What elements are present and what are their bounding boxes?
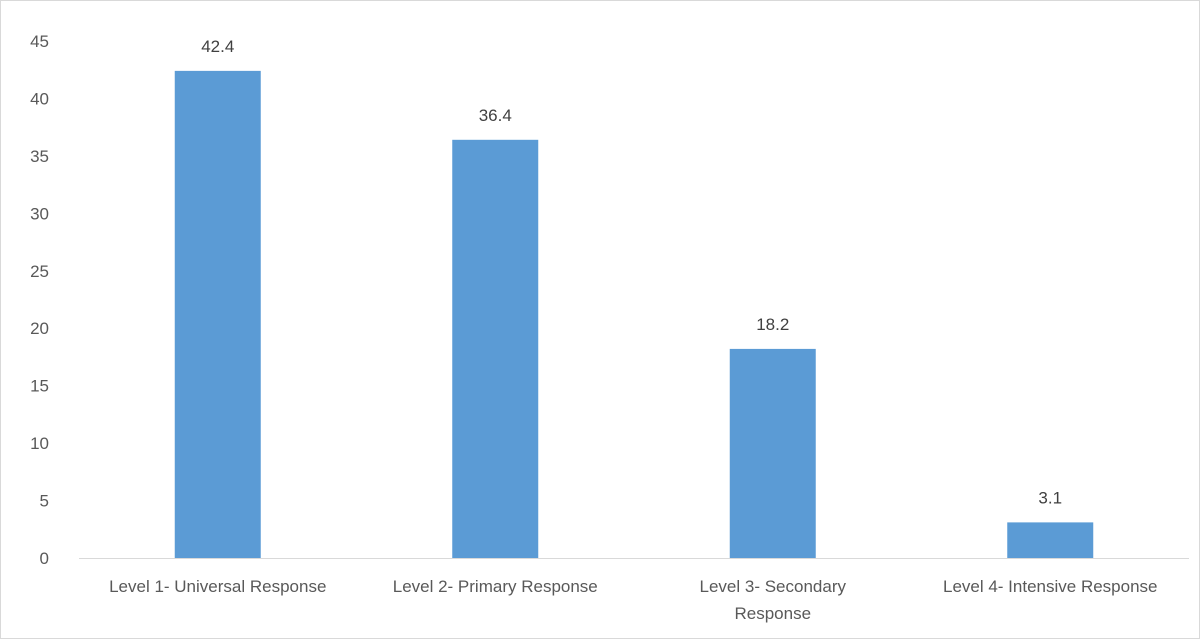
bars [174, 70, 1094, 559]
y-tick-label: 35 [30, 147, 49, 166]
data-label: 18.2 [756, 315, 789, 334]
bar [1007, 522, 1094, 558]
y-axis-ticks: 0 5 10 15 20 25 30 35 40 45 [30, 32, 49, 568]
y-tick-label: 10 [30, 434, 49, 453]
bar [729, 348, 816, 558]
data-label: 42.4 [201, 37, 234, 56]
bar [452, 139, 539, 558]
bar [174, 70, 261, 559]
x-category-label: Level 2- Primary Response [393, 577, 598, 596]
y-tick-label: 20 [30, 319, 49, 338]
y-tick-label: 5 [40, 492, 49, 511]
x-category-label: Level 1- Universal Response [109, 577, 326, 596]
y-tick-label: 15 [30, 377, 49, 396]
y-tick-label: 0 [40, 549, 49, 568]
y-tick-label: 40 [30, 89, 49, 108]
x-category-label: Response [734, 604, 811, 623]
y-tick-label: 25 [30, 262, 49, 281]
x-category-label: Level 3- Secondary [700, 577, 847, 596]
data-label: 3.1 [1038, 488, 1062, 507]
x-axis-category-labels: Level 1- Universal Response Level 2- Prim… [109, 577, 1157, 623]
y-tick-label: 45 [30, 32, 49, 51]
y-tick-label: 30 [30, 204, 49, 223]
x-category-label: Level 4- Intensive Response [943, 577, 1158, 596]
data-label: 36.4 [479, 106, 512, 125]
data-labels: 42.4 36.4 18.2 3.1 [201, 37, 1062, 508]
